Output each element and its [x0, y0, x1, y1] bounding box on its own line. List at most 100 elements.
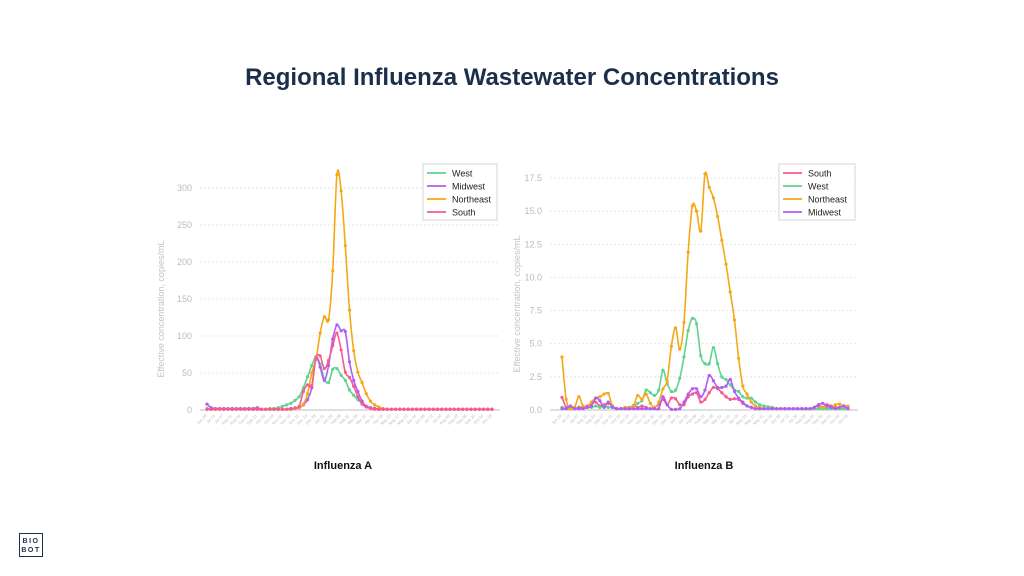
data-point-west: [682, 355, 686, 359]
data-point-south: [377, 407, 381, 411]
data-point-midwest: [774, 407, 779, 411]
data-point-northeast: [648, 401, 652, 405]
data-point-northeast: [598, 395, 602, 399]
data-point-south: [301, 389, 305, 394]
data-point-northeast: [331, 269, 335, 273]
data-point-midwest: [573, 407, 577, 411]
data-point-northeast: [364, 392, 368, 396]
data-point-midwest: [766, 407, 770, 411]
data-point-west: [716, 362, 720, 366]
data-point-south: [482, 407, 486, 411]
data-point-midwest: [322, 378, 326, 382]
data-point-south: [226, 407, 230, 411]
data-point-northeast: [377, 405, 381, 409]
data-point-south: [247, 407, 251, 411]
data-point-midwest: [791, 407, 795, 411]
data-point-northeast: [690, 204, 694, 208]
data-point-northeast: [699, 229, 703, 233]
data-point-west: [347, 388, 352, 392]
data-point-south: [402, 407, 406, 411]
data-point-south: [435, 407, 440, 411]
data-point-west: [741, 395, 745, 399]
logo-line-2: BOT: [21, 547, 41, 554]
data-point-south: [335, 331, 339, 335]
data-point-west: [331, 367, 335, 371]
data-point-midwest: [821, 401, 825, 405]
data-point-northeast: [846, 404, 850, 408]
data-point-northeast: [602, 392, 606, 396]
data-point-south: [394, 407, 398, 411]
data-point-midwest: [352, 378, 356, 382]
data-point-south: [385, 407, 389, 411]
data-point-south: [440, 407, 444, 411]
data-point-south: [699, 400, 703, 404]
data-point-northeast: [368, 399, 373, 403]
data-point-south: [560, 395, 564, 400]
x-tick-label: Jul 27: [213, 413, 225, 425]
data-point-west: [293, 398, 297, 402]
data-point-south: [690, 392, 694, 396]
data-point-northeast: [678, 347, 682, 351]
data-point-northeast: [636, 393, 640, 398]
data-point-west: [661, 368, 665, 372]
data-point-midwest: [657, 407, 661, 411]
data-point-south: [724, 395, 728, 399]
data-point-south: [452, 407, 456, 411]
data-point-south: [238, 407, 243, 411]
data-point-midwest: [615, 407, 619, 411]
data-point-west: [694, 322, 699, 326]
data-point-west: [728, 383, 732, 387]
data-point-south: [314, 356, 318, 360]
data-point-west: [720, 375, 724, 379]
data-point-south: [209, 407, 213, 411]
data-point-northeast: [322, 315, 326, 319]
legend-label-west: West: [452, 169, 473, 179]
data-point-south: [368, 406, 373, 411]
data-point-midwest: [795, 407, 800, 411]
data-point-south: [285, 407, 289, 411]
data-point-west: [598, 405, 602, 409]
y-tick-label: 5.0: [529, 339, 542, 349]
data-point-midwest: [568, 404, 573, 408]
data-point-midwest: [833, 407, 837, 411]
data-point-midwest: [779, 407, 783, 411]
data-point-west: [594, 404, 598, 408]
data-point-midwest: [343, 329, 347, 334]
data-point-south: [728, 397, 732, 401]
data-point-south: [490, 407, 494, 411]
data-point-west: [280, 404, 285, 408]
data-point-northeast: [682, 320, 686, 325]
data-point-south: [264, 407, 268, 411]
data-point-midwest: [837, 405, 842, 409]
data-point-midwest: [699, 395, 703, 399]
data-point-midwest: [339, 329, 343, 333]
data-point-midwest: [669, 407, 673, 411]
data-point-south: [406, 407, 410, 411]
y-tick-label: 50: [182, 368, 192, 378]
data-point-northeast: [347, 308, 352, 312]
data-point-northeast: [335, 173, 339, 177]
data-point-northeast: [318, 331, 322, 335]
data-point-south: [732, 397, 737, 401]
data-point-midwest: [665, 403, 669, 407]
data-point-midwest: [602, 405, 606, 409]
data-point-northeast: [640, 397, 644, 401]
data-point-northeast: [703, 172, 707, 176]
data-point-west: [636, 401, 640, 405]
data-point-south: [276, 407, 280, 411]
x-tick-label: Oct 18: [837, 413, 849, 425]
data-point-west: [749, 396, 753, 400]
data-point-midwest: [812, 405, 816, 409]
data-point-midwest: [678, 407, 682, 411]
x-tick-label: Jul 13: [205, 413, 217, 425]
y-tick-label: 17.5: [524, 173, 542, 183]
data-point-midwest: [728, 377, 732, 382]
data-point-south: [280, 407, 285, 411]
data-point-west: [711, 346, 716, 350]
data-point-south: [243, 407, 247, 411]
data-point-midwest: [673, 407, 678, 411]
data-point-northeast: [564, 397, 568, 401]
data-point-midwest: [816, 403, 821, 407]
